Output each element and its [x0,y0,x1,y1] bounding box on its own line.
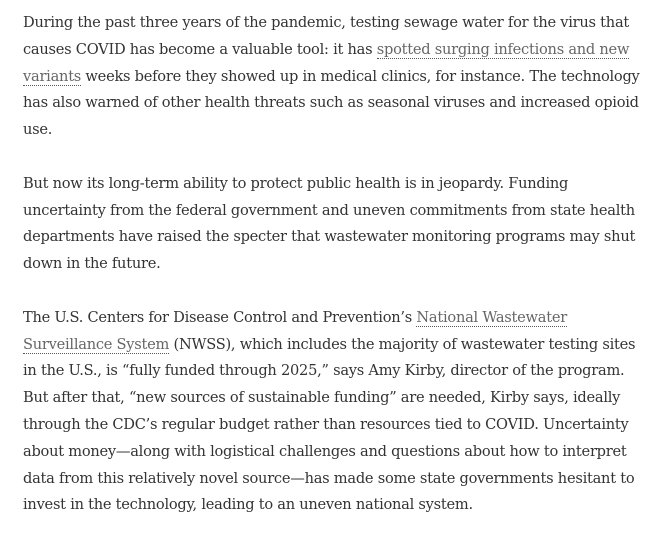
paragraph-3: The U.S. Centers for Disease Control and… [23,308,636,514]
link-nwss[interactable]: National Wastewater Surveillance System [23,308,567,354]
paragraph-1: During the past three years of the pande… [23,14,640,139]
link-spotted-surging-infections[interactable]: spotted surging infections and new varia… [23,40,630,86]
paragraph-2: But now its long-term ability to protect… [23,174,636,273]
article-body: During the past three years of the pande… [23,10,641,546]
